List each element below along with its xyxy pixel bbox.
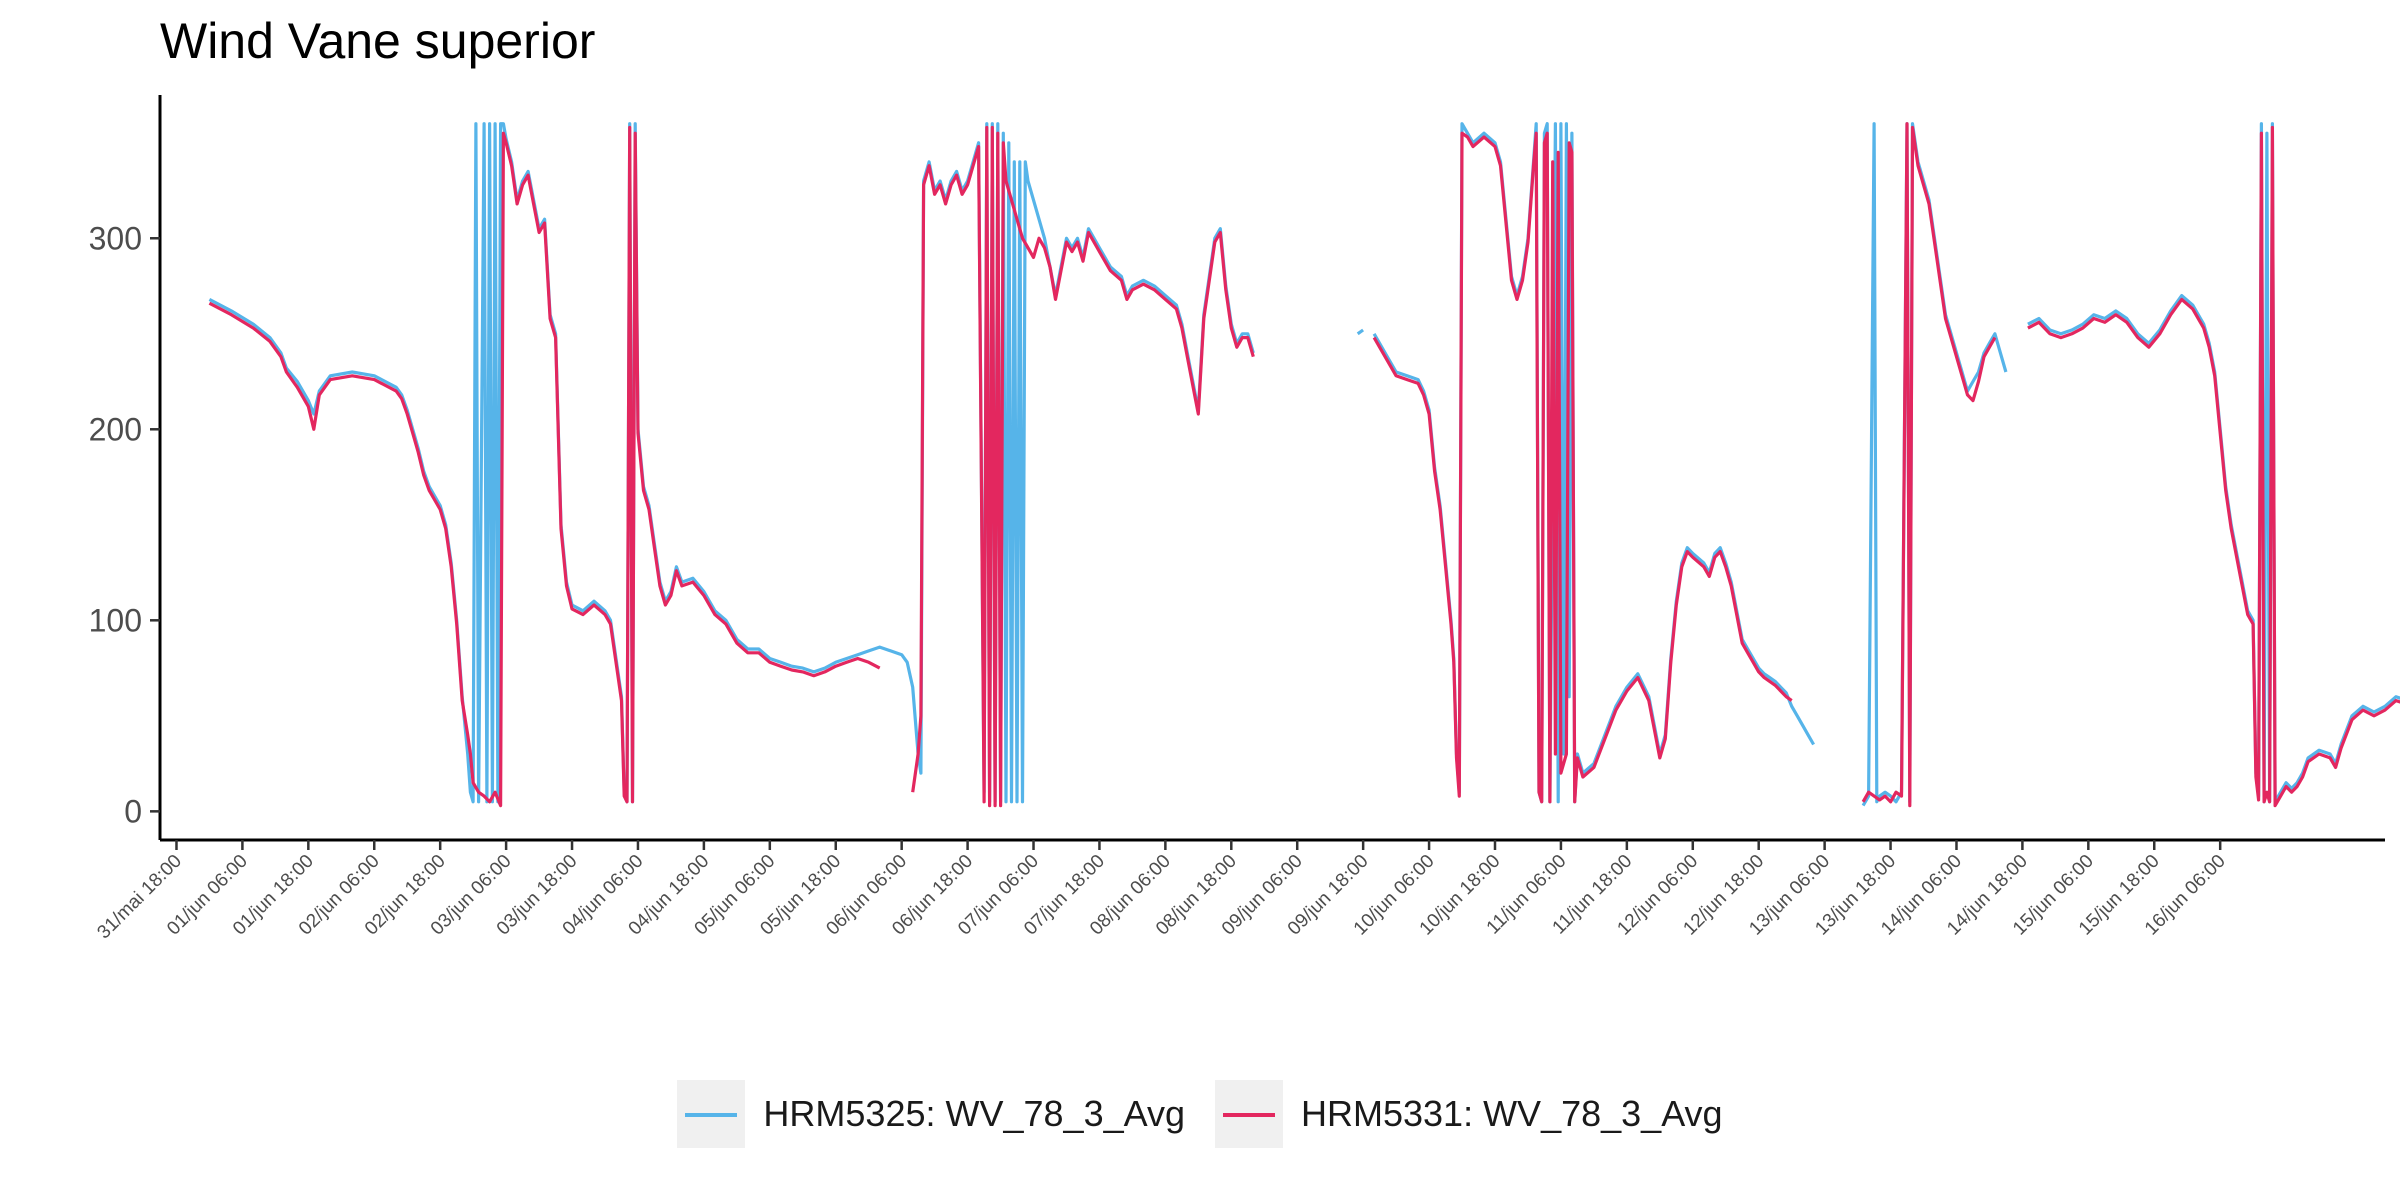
legend-label-series-1: HRM5325: WV_78_3_Avg — [763, 1093, 1185, 1134]
legend-key-series-1 — [677, 1080, 746, 1148]
series-1-line-segment-1 — [208, 122, 1255, 804]
series-2-line-segment-2 — [911, 125, 1255, 808]
chart-title: Wind Vane superior — [160, 13, 596, 69]
series-2-line-segment-5 — [2027, 125, 2400, 808]
series-2-line-segment-1 — [208, 125, 881, 808]
series-1-line-segment-2 — [1356, 328, 1365, 336]
series-1-line-segment-5 — [2027, 122, 2400, 804]
legend-label-series-2: HRM5331: WV_78_3_Avg — [1301, 1093, 1723, 1134]
y-tick-label: 300 — [89, 220, 142, 256]
y-tick-label: 0 — [124, 793, 142, 829]
y-tick-label: 100 — [89, 602, 142, 638]
legend-key-series-2 — [1215, 1080, 1283, 1148]
series-1-line-segment-3 — [1372, 122, 1815, 804]
legend: HRM5325: WV_78_3_Avg HRM5331: WV_78_3_Av… — [0, 1080, 2400, 1148]
y-tick-label: 200 — [89, 411, 142, 447]
series-2-line-segment-4 — [1861, 122, 1997, 808]
series-2-line-segment-3 — [1372, 131, 1793, 804]
legend-item-series-1: HRM5325: WV_78_3_Avg — [677, 1080, 1185, 1148]
series-1-line-segment-4 — [1861, 122, 2008, 807]
legend-item-series-2: HRM5331: WV_78_3_Avg — [1215, 1080, 1723, 1148]
